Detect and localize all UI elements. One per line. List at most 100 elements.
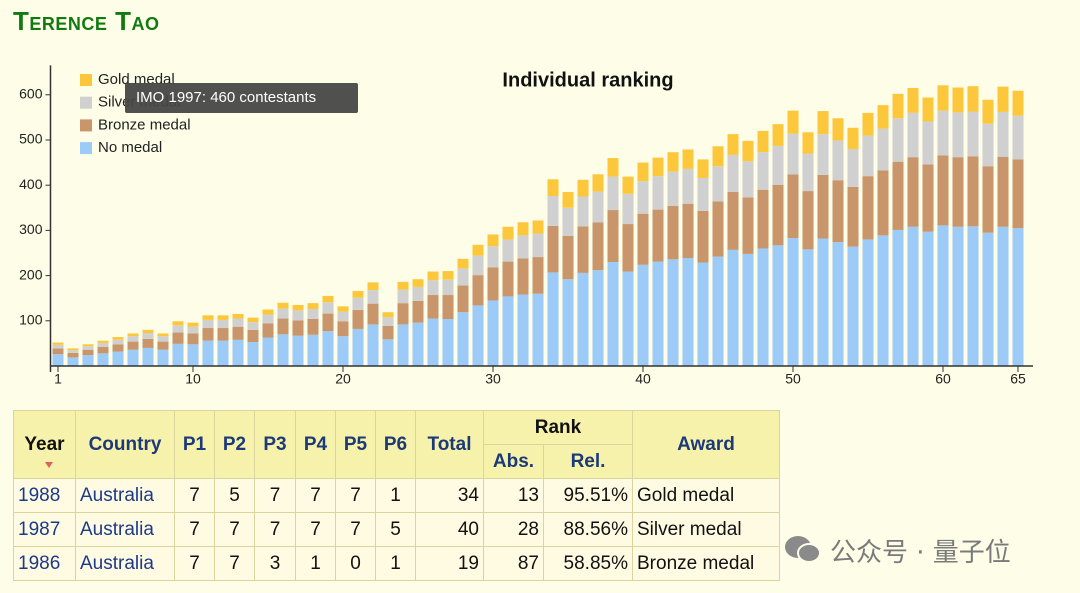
table-row: 1987 Australia 7 7 7 7 7 5 40 28 88.56% Silver meda… [13, 512, 780, 547]
legend-swatch [80, 119, 92, 132]
x-tick-label: 40 [635, 371, 651, 387]
bar-segment [262, 337, 274, 366]
bar-segment [247, 342, 259, 366]
bar-segment [202, 319, 214, 329]
bar-segment [157, 341, 169, 350]
bar-segment [142, 347, 154, 366]
x-tick-label: 60 [935, 371, 951, 387]
bar-segment [682, 203, 694, 258]
bar-segment [307, 318, 319, 335]
y-tick-label: 600 [19, 85, 43, 101]
bar-segment [172, 343, 184, 366]
bar-segment [502, 261, 514, 297]
bar-segment [727, 191, 739, 250]
bar-segment [577, 196, 589, 227]
bar-segment [487, 234, 499, 247]
bar-segment [847, 186, 859, 247]
table-cell[interactable]: 1988 [13, 478, 76, 513]
chart: Individual ranking 100 200 300 400 500 600 1 10… [19, 65, 1033, 387]
bar-segment [817, 238, 829, 366]
column-header[interactable]: P3 [254, 410, 296, 479]
column-header[interactable]: Abs. [483, 444, 544, 479]
tooltip-text: IMO 1997: 460 contestants [136, 89, 316, 106]
bar-segment [637, 181, 649, 214]
bar-segment [352, 309, 364, 329]
bar-segment [757, 152, 769, 190]
bar-segment [412, 279, 424, 287]
column-header[interactable]: P4 [295, 410, 336, 479]
bar-segment [52, 344, 64, 349]
bar-segment [682, 168, 694, 204]
bar-segment [367, 303, 379, 325]
bar-segment [127, 341, 139, 350]
bar-segment [142, 338, 154, 348]
bar-segment [1012, 228, 1024, 366]
bar-segment [142, 329, 154, 334]
table-body: 1988 Australia 7 5 7 7 7 1 34 13 95.51% Gold medal 1… [13, 478, 780, 581]
bar-segment [787, 174, 799, 239]
bar-segment [382, 339, 394, 366]
bar-segment [772, 124, 784, 146]
bar-segment [862, 135, 874, 177]
bar-segment [1012, 115, 1024, 160]
column-header[interactable]: P1 [174, 410, 215, 479]
bar-segment [967, 111, 979, 157]
bar-segment [862, 239, 874, 366]
column-header[interactable]: Country [75, 410, 175, 479]
bar-segment [352, 328, 364, 366]
bar-segment [532, 257, 544, 294]
bar-segment [82, 355, 94, 366]
bar-segment [307, 309, 319, 319]
bar-segment [607, 262, 619, 366]
bar-segment [337, 321, 349, 337]
bar-segment [427, 295, 439, 319]
bar-segment [727, 249, 739, 366]
y-tick-label: 500 [19, 131, 43, 147]
table-cell[interactable]: 1986 [13, 546, 76, 581]
bar-segment [157, 333, 169, 337]
table-cell[interactable]: Australia [75, 478, 175, 513]
bar-segment [382, 312, 394, 318]
bar-segment [907, 226, 919, 366]
bar-segment [787, 110, 799, 134]
column-header[interactable]: Total [415, 410, 484, 479]
bar-segment [52, 342, 64, 345]
bar-segment [217, 328, 229, 341]
column-header[interactable]: Award [632, 410, 780, 479]
table-cell: 40 [415, 512, 484, 547]
bar-segment [667, 171, 679, 206]
bar-segment [607, 210, 619, 263]
bar-segment [652, 261, 664, 366]
bar-segment [937, 110, 949, 156]
bar-segment [337, 336, 349, 366]
bar-segment [907, 112, 919, 158]
column-header[interactable]: Rel. [543, 444, 633, 479]
column-header[interactable]: P6 [375, 410, 416, 479]
bar-segment [832, 140, 844, 181]
table-cell[interactable]: Australia [75, 512, 175, 547]
bar-segment [727, 134, 739, 155]
table-cell[interactable]: Australia [75, 546, 175, 581]
column-header[interactable]: Year [13, 410, 76, 479]
bar-segment [757, 130, 769, 153]
bar-segment [922, 97, 934, 122]
bar-segment [667, 205, 679, 260]
bar-segment [187, 326, 199, 334]
bar-segment [922, 231, 934, 366]
bar-segment [367, 290, 379, 304]
bar-segment [622, 176, 634, 194]
bar-segment [292, 335, 304, 366]
column-header[interactable]: P2 [214, 410, 255, 479]
column-header[interactable]: P5 [335, 410, 376, 479]
bar-segment [67, 352, 79, 358]
bar-segment [937, 85, 949, 111]
table-cell: 0 [335, 546, 376, 581]
bar-segment [472, 275, 484, 306]
bar-segment [952, 157, 964, 227]
bar-segment [577, 226, 589, 273]
bar-segment [982, 166, 994, 233]
table-cell[interactable]: 1987 [13, 512, 76, 547]
chart-title: Individual ranking [502, 69, 673, 91]
bar-segment [727, 154, 739, 192]
bar-segment [577, 272, 589, 366]
